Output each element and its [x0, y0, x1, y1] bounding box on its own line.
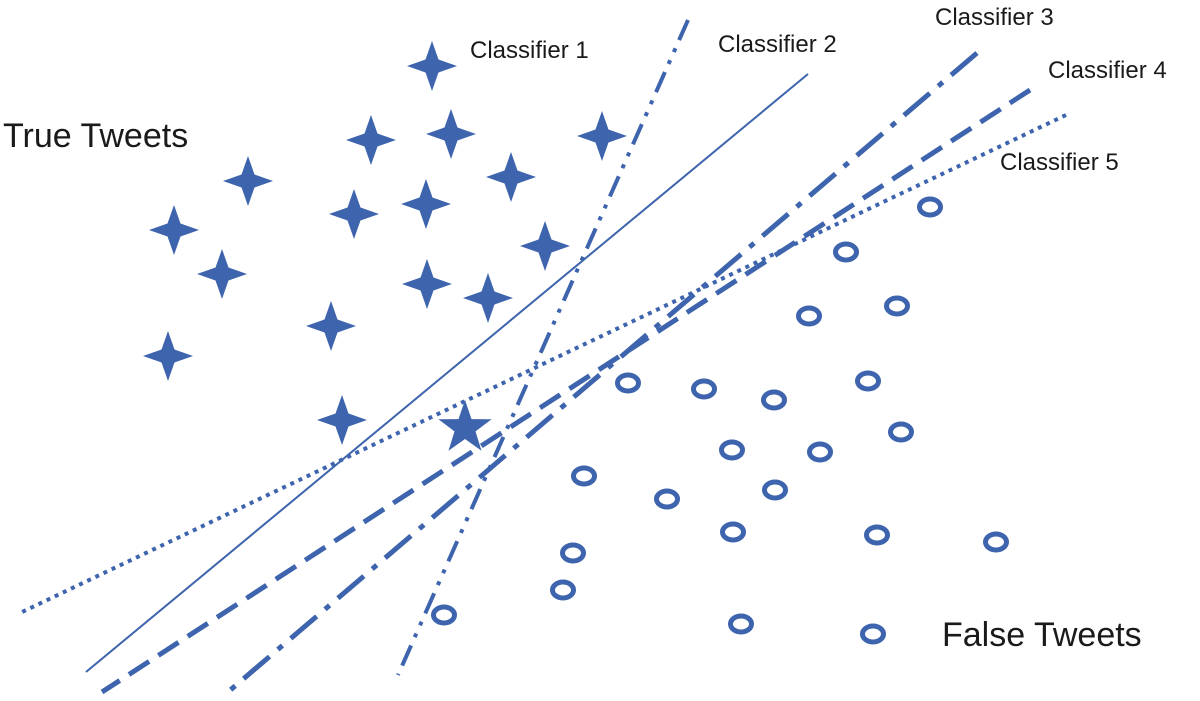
ring-icon — [860, 623, 886, 645]
ring-icon — [719, 439, 745, 461]
classifier-5-line — [21, 113, 1067, 614]
ring-icon — [431, 604, 457, 626]
classifier-4-label: Classifier 4 — [1048, 57, 1167, 84]
ring-icon — [691, 378, 717, 400]
four-point-star-icon — [401, 179, 451, 229]
true-tweet-markers — [143, 41, 627, 445]
classifier-4-line — [100, 87, 1032, 695]
ring-icon — [720, 521, 746, 543]
classifier-3-line — [226, 51, 979, 694]
ring-icon — [762, 479, 788, 501]
four-point-star-icon — [149, 205, 199, 255]
ring-icon — [855, 370, 881, 392]
classifier-2-label: Classifier 2 — [718, 31, 837, 58]
four-point-star-icon — [346, 115, 396, 165]
false-tweet-markers — [431, 196, 1009, 645]
classifier-5-label: Classifier 5 — [1000, 149, 1119, 176]
ring-icon — [983, 531, 1009, 553]
ring-icon — [654, 488, 680, 510]
classifier-1-label: Classifier 1 — [470, 37, 589, 64]
classifier-lines — [21, 19, 1067, 695]
four-point-star-icon — [402, 259, 452, 309]
four-point-star-icon — [520, 221, 570, 271]
four-point-star-icon — [197, 249, 247, 299]
five-point-star-icon — [438, 400, 492, 451]
ring-icon — [728, 613, 754, 635]
classifier-3-label: Classifier 3 — [935, 4, 1054, 31]
four-point-star-icon — [223, 156, 273, 206]
ring-icon — [796, 305, 822, 327]
false-tweets-label: False Tweets — [942, 616, 1142, 654]
ring-icon — [761, 389, 787, 411]
four-point-star-icon — [486, 152, 536, 202]
classifier-2-line — [85, 73, 809, 673]
four-point-star-icon — [426, 109, 476, 159]
four-point-star-icon — [463, 273, 513, 323]
ring-icon — [571, 465, 597, 487]
ring-icon — [807, 441, 833, 463]
classifier-1-line — [396, 19, 690, 676]
ring-icon — [550, 579, 576, 601]
ring-icon — [615, 372, 641, 394]
ring-icon — [864, 524, 890, 546]
ring-icon — [884, 295, 910, 317]
four-point-star-icon — [577, 111, 627, 161]
four-point-star-icon — [143, 331, 193, 381]
four-point-star-icon — [329, 189, 379, 239]
ring-icon — [888, 421, 914, 443]
ring-icon — [833, 241, 859, 263]
true-tweets-label: True Tweets — [3, 117, 188, 155]
ring-icon — [560, 542, 586, 564]
four-point-star-icon — [407, 41, 457, 91]
four-point-star-icon — [306, 301, 356, 351]
four-point-star-icon — [317, 395, 367, 445]
ring-icon — [917, 196, 943, 218]
